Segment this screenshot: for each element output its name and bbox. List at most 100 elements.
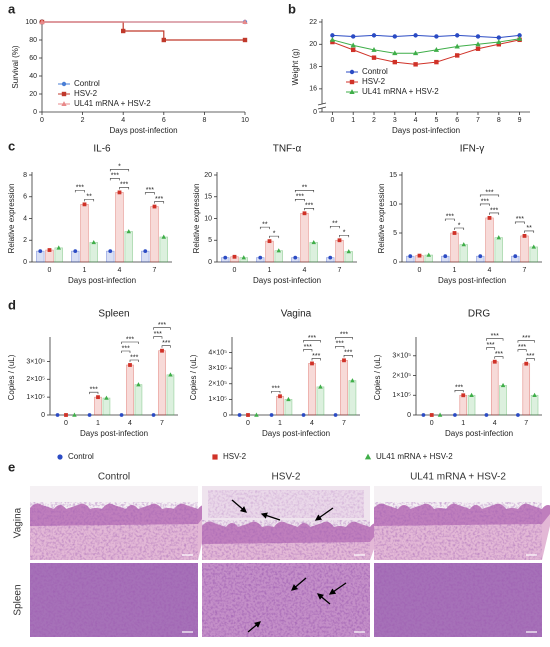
row-label: Vagina xyxy=(13,507,24,538)
data-point xyxy=(478,254,483,259)
significance-bracket xyxy=(311,358,321,361)
bar xyxy=(166,374,175,416)
data-point xyxy=(151,413,156,417)
data-point xyxy=(333,413,338,417)
significance-bracket xyxy=(489,212,500,215)
significance-label: *** xyxy=(90,386,98,393)
chart-title: IL-6 xyxy=(93,144,111,155)
data-point xyxy=(286,396,291,402)
data-point xyxy=(47,248,52,252)
significance-label: *** xyxy=(122,345,130,352)
x-tick-label: 2 xyxy=(81,117,85,124)
panel-label: d xyxy=(8,297,16,312)
x-axis-label: Days post-infection xyxy=(80,429,148,438)
significance-label: *** xyxy=(126,336,134,343)
significance-bracket xyxy=(454,227,465,230)
significance-bracket xyxy=(339,234,350,238)
data-point xyxy=(487,216,492,220)
significance-label: * xyxy=(343,230,346,237)
data-point xyxy=(73,249,78,254)
data-point xyxy=(82,202,87,207)
data-point xyxy=(39,19,45,24)
bar xyxy=(308,363,316,416)
y-axis-label: Copies / (uL) xyxy=(7,354,16,400)
significance-label: *** xyxy=(312,353,320,360)
significance-label: *** xyxy=(158,322,166,329)
x-tick-label: 4 xyxy=(118,267,122,274)
significance-bracket xyxy=(514,221,525,224)
significance-label: *** xyxy=(491,333,499,340)
data-point xyxy=(302,211,307,216)
bar xyxy=(158,350,166,416)
x-axis-label: Days post-infection xyxy=(445,429,513,438)
data-point xyxy=(513,254,518,259)
bar xyxy=(89,242,98,263)
bar xyxy=(94,396,102,416)
x-tick-label: 0 xyxy=(330,117,334,124)
y-tick-label: 0 xyxy=(23,259,27,266)
panel-label: a xyxy=(8,1,16,16)
series-line xyxy=(332,34,520,39)
histology-images xyxy=(30,486,550,637)
data-point xyxy=(412,50,419,56)
data-point xyxy=(496,235,502,240)
data-point xyxy=(258,255,263,260)
y-axis-label: Relative expression xyxy=(192,184,201,254)
data-point xyxy=(301,413,306,417)
significance-label: *** xyxy=(308,335,316,342)
data-point xyxy=(55,413,60,417)
texture xyxy=(374,502,542,560)
bar xyxy=(459,244,468,263)
texture xyxy=(208,490,364,518)
data-point xyxy=(524,361,529,366)
legend-label: UL41 mRNA + HSV-2 xyxy=(376,452,453,461)
x-tick-label: 7 xyxy=(524,420,528,427)
bar xyxy=(335,239,344,263)
y-tick-label: 3×10⁵ xyxy=(26,358,45,365)
chart-title: DRG xyxy=(468,309,490,320)
significance-label: *** xyxy=(154,331,162,338)
x-tick-label: 7 xyxy=(476,117,480,124)
bar xyxy=(54,247,63,263)
panel-label: e xyxy=(8,459,15,474)
significance-bracket xyxy=(294,198,305,202)
column-label: HSV-2 xyxy=(272,472,301,483)
x-tick-label: 0 xyxy=(64,420,68,427)
significance-bracket xyxy=(269,235,280,239)
data-point xyxy=(242,37,248,43)
significance-bracket xyxy=(84,199,95,202)
data-point xyxy=(443,254,448,259)
significance-label: *** xyxy=(522,335,530,342)
significance-bracket xyxy=(479,203,490,206)
y-axis-label: Relative expression xyxy=(377,184,386,254)
arrow xyxy=(247,621,261,633)
significance-label: *** xyxy=(296,194,304,201)
data-point xyxy=(455,53,460,58)
arrow xyxy=(260,512,281,521)
significance-bracket xyxy=(121,350,131,353)
y-tick-label: 5 xyxy=(208,237,212,244)
data-point xyxy=(161,37,166,43)
y-axis-label: Weight (g) xyxy=(291,48,300,85)
data-point xyxy=(516,35,523,41)
data-point xyxy=(267,239,272,244)
texture xyxy=(374,563,542,637)
data-point xyxy=(330,33,335,38)
data-point xyxy=(413,62,418,67)
data-point xyxy=(108,249,113,254)
chart-title: TNF-α xyxy=(273,144,302,155)
data-point xyxy=(434,59,439,65)
y-tick-label: 0 xyxy=(208,259,212,266)
legend-label: HSV-2 xyxy=(223,452,247,461)
data-point xyxy=(242,19,248,24)
significance-label: *** xyxy=(304,344,312,351)
data-point xyxy=(126,229,132,234)
x-tick-label: 1 xyxy=(96,420,100,427)
y-tick-label: 3×10⁵ xyxy=(392,353,411,360)
data-point xyxy=(437,412,443,417)
data-point xyxy=(310,361,314,366)
data-point xyxy=(64,413,68,417)
significance-label: *** xyxy=(305,203,313,210)
data-point xyxy=(38,249,43,254)
data-point xyxy=(475,34,481,39)
